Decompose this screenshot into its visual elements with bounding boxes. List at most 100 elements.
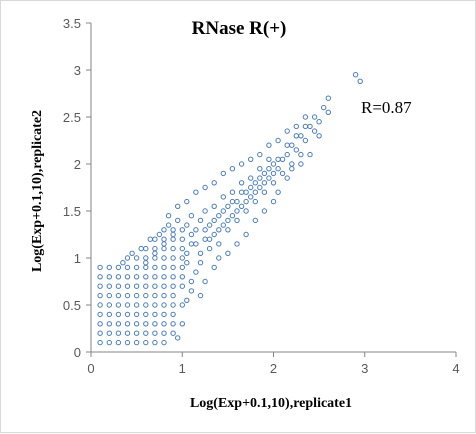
data-point (115, 274, 122, 280)
data-point (289, 161, 295, 167)
data-point (293, 133, 299, 139)
data-point (252, 217, 259, 224)
data-point (165, 222, 172, 228)
data-point (179, 245, 186, 252)
y-axis-ticks: 0 0.5 1 1.5 2 2.5 3 3.5 (63, 16, 91, 360)
data-point (115, 292, 122, 299)
data-point (220, 194, 227, 200)
data-point (133, 321, 140, 327)
data-point (161, 227, 167, 233)
data-point (143, 255, 149, 261)
data-point (197, 250, 204, 257)
data-point (170, 311, 176, 318)
data-point (133, 302, 140, 308)
data-point (161, 236, 167, 242)
data-point (124, 302, 131, 308)
data-point (124, 339, 131, 346)
data-point (270, 161, 277, 167)
data-point (179, 236, 186, 242)
data-point (275, 137, 281, 144)
data-point (152, 236, 158, 242)
data-point (252, 189, 259, 195)
data-point (138, 245, 144, 252)
data-point (293, 147, 299, 153)
data-point (179, 227, 186, 233)
data-point (307, 151, 313, 158)
data-point (188, 213, 195, 219)
data-point (156, 231, 163, 238)
data-point (234, 241, 240, 247)
data-point (97, 302, 103, 308)
data-point (229, 166, 236, 172)
data-point (170, 274, 176, 280)
data-point (225, 217, 231, 224)
data-point (298, 133, 304, 139)
data-point (211, 231, 217, 238)
data-point (152, 321, 158, 327)
data-point (124, 255, 131, 261)
data-point (220, 208, 227, 214)
data-point (152, 264, 158, 271)
data-point (124, 292, 131, 299)
data-point (152, 292, 158, 299)
data-point (170, 321, 176, 327)
data-point (97, 321, 103, 327)
data-point (133, 292, 140, 299)
data-point (129, 250, 135, 257)
data-point (124, 330, 131, 336)
data-point (202, 227, 208, 233)
data-point (238, 189, 245, 195)
data-point (211, 264, 217, 271)
data-point (206, 245, 213, 252)
data-point (143, 283, 149, 289)
data-point (243, 198, 249, 205)
data-point (184, 222, 190, 228)
data-point (184, 250, 190, 257)
data-point (188, 241, 195, 247)
data-point (165, 213, 172, 219)
data-point (188, 231, 195, 238)
data-point (115, 330, 122, 336)
data-point (170, 264, 176, 271)
data-point (175, 217, 181, 224)
data-point (257, 184, 263, 191)
data-point (302, 137, 309, 144)
data-point (325, 95, 331, 101)
data-point (238, 161, 245, 167)
data-point (216, 227, 222, 233)
data-point (243, 189, 249, 195)
data-point (143, 260, 149, 266)
data-point (179, 255, 186, 261)
data-point (270, 198, 277, 205)
data-point (257, 175, 263, 181)
data-point (238, 180, 245, 186)
data-point (161, 245, 167, 252)
data-point (179, 321, 186, 327)
data-point (225, 203, 231, 210)
data-point (302, 114, 309, 120)
data-point (179, 274, 186, 280)
data-point (357, 78, 363, 85)
data-point (170, 231, 176, 238)
data-point (170, 283, 176, 289)
data-point (175, 335, 181, 341)
data-point (293, 123, 299, 130)
data-point (133, 330, 140, 336)
data-point (106, 264, 113, 271)
data-point (220, 170, 227, 177)
data-point (188, 288, 195, 294)
data-point (261, 189, 268, 195)
data-point (161, 283, 167, 289)
data-point (234, 198, 240, 205)
data-points (97, 72, 363, 346)
data-point (152, 245, 158, 252)
data-point (179, 283, 186, 289)
data-point (266, 175, 272, 181)
data-point (311, 114, 318, 120)
data-point (115, 321, 122, 327)
data-point (106, 321, 113, 327)
data-point (106, 311, 113, 318)
data-point (133, 255, 140, 261)
